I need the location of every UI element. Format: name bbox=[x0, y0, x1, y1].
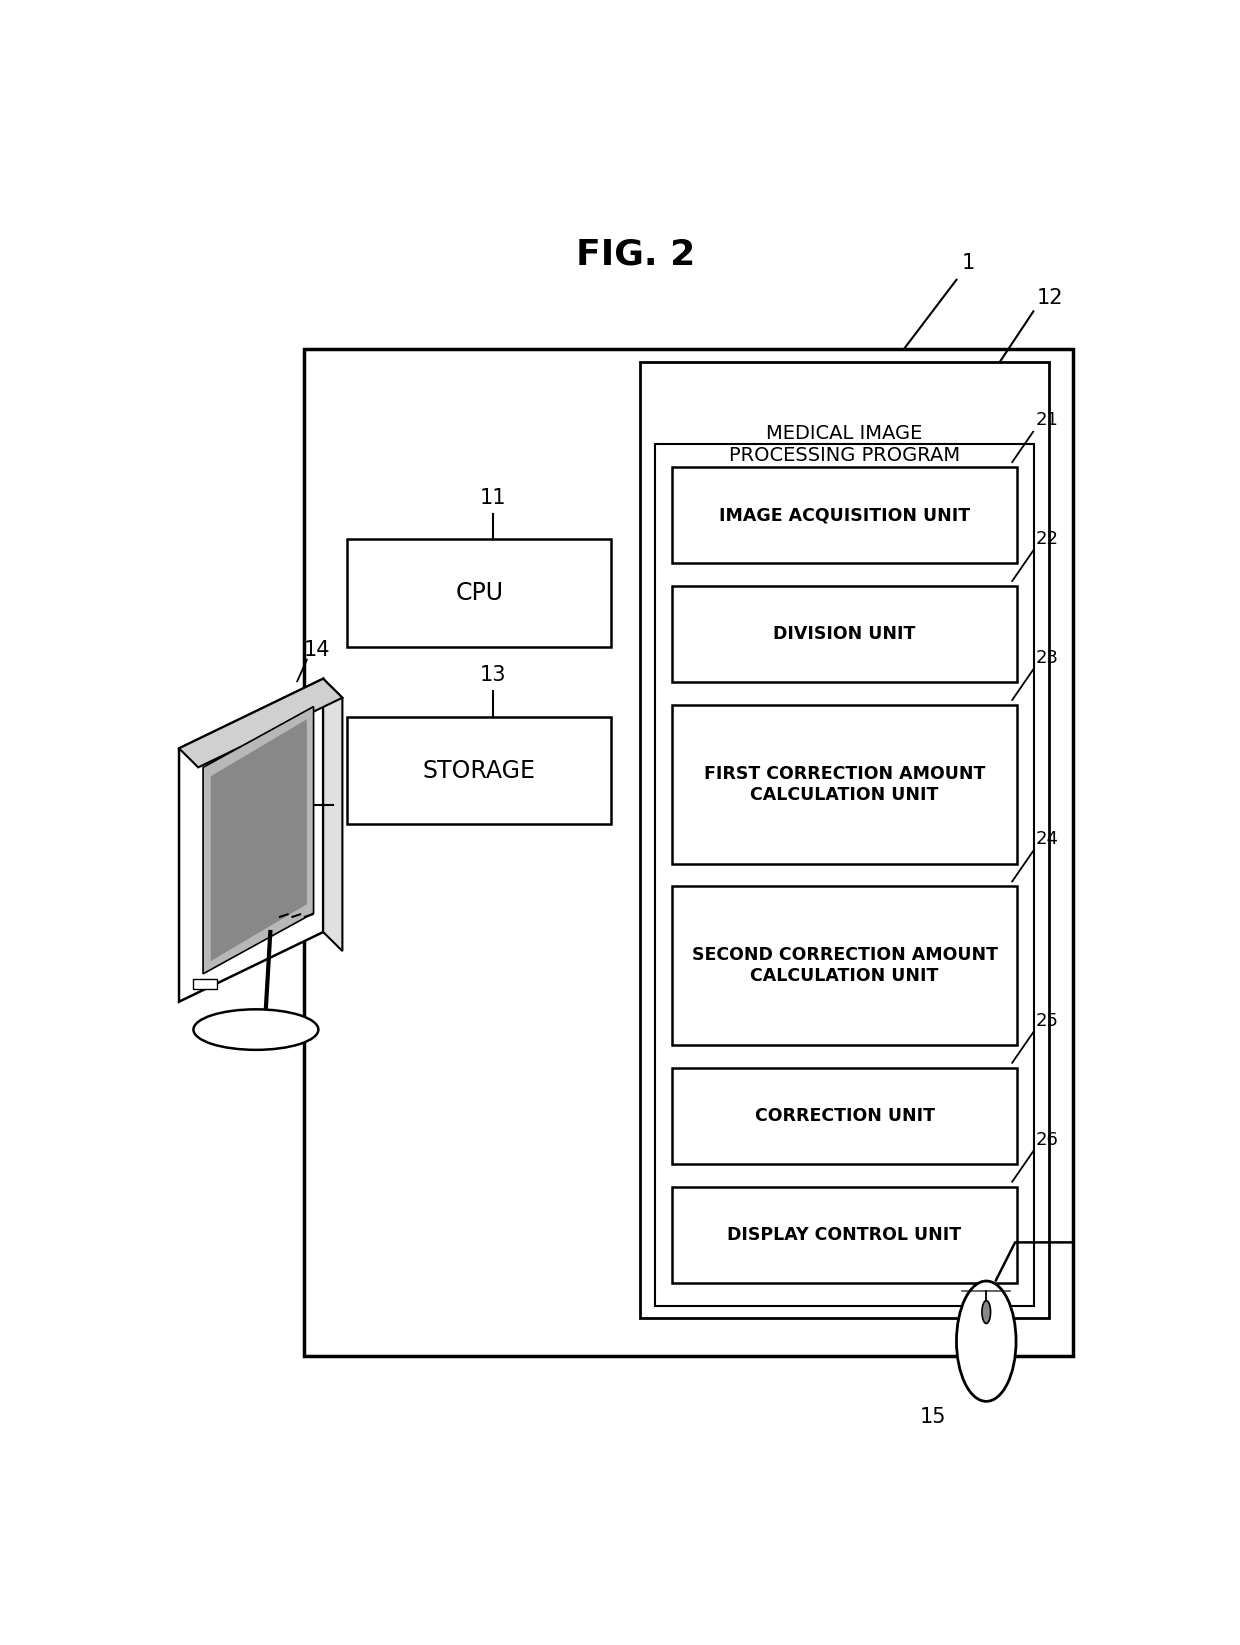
Text: DISPLAY CONTROL UNIT: DISPLAY CONTROL UNIT bbox=[728, 1226, 961, 1244]
Bar bbox=[304, 349, 1073, 1357]
Text: STORAGE: STORAGE bbox=[423, 758, 536, 783]
Ellipse shape bbox=[982, 1301, 991, 1324]
Bar bbox=[655, 444, 1034, 1306]
Polygon shape bbox=[179, 679, 342, 767]
Text: 21: 21 bbox=[1037, 411, 1059, 429]
Bar bbox=[672, 1186, 1017, 1283]
Bar bbox=[672, 586, 1017, 683]
Text: 1: 1 bbox=[961, 253, 975, 273]
Ellipse shape bbox=[193, 1010, 319, 1050]
Polygon shape bbox=[211, 719, 306, 961]
Text: CORRECTION UNIT: CORRECTION UNIT bbox=[754, 1107, 935, 1125]
Text: 12: 12 bbox=[1037, 288, 1063, 308]
Bar bbox=[347, 717, 611, 824]
Text: DIVISION UNIT: DIVISION UNIT bbox=[774, 625, 915, 643]
Text: MEDICAL IMAGE
PROCESSING PROGRAM: MEDICAL IMAGE PROCESSING PROGRAM bbox=[729, 424, 960, 466]
Ellipse shape bbox=[956, 1281, 1016, 1402]
Text: 13: 13 bbox=[480, 665, 506, 684]
Bar bbox=[672, 467, 1017, 563]
Text: 24: 24 bbox=[1037, 831, 1059, 849]
Text: 15: 15 bbox=[920, 1406, 946, 1428]
Text: FIRST CORRECTION AMOUNT
CALCULATION UNIT: FIRST CORRECTION AMOUNT CALCULATION UNIT bbox=[704, 765, 986, 804]
Text: FIG. 2: FIG. 2 bbox=[575, 237, 696, 271]
Polygon shape bbox=[203, 707, 314, 974]
Text: 22: 22 bbox=[1037, 530, 1059, 548]
Bar bbox=[640, 362, 1049, 1318]
Text: CPU: CPU bbox=[455, 581, 503, 605]
Bar bbox=[672, 1068, 1017, 1165]
Polygon shape bbox=[179, 679, 324, 1002]
Text: 25: 25 bbox=[1037, 1012, 1059, 1030]
Text: IMAGE ACQUISITION UNIT: IMAGE ACQUISITION UNIT bbox=[719, 507, 970, 525]
Text: 11: 11 bbox=[480, 487, 506, 508]
Bar bbox=[672, 887, 1017, 1045]
Polygon shape bbox=[324, 679, 342, 951]
Bar bbox=[347, 540, 611, 646]
Bar bbox=[672, 706, 1017, 864]
Text: 26: 26 bbox=[1037, 1130, 1059, 1148]
Text: SECOND CORRECTION AMOUNT
CALCULATION UNIT: SECOND CORRECTION AMOUNT CALCULATION UNI… bbox=[692, 946, 997, 985]
Text: 23: 23 bbox=[1037, 650, 1059, 668]
Text: 14: 14 bbox=[304, 640, 330, 660]
Bar bbox=[193, 979, 217, 989]
